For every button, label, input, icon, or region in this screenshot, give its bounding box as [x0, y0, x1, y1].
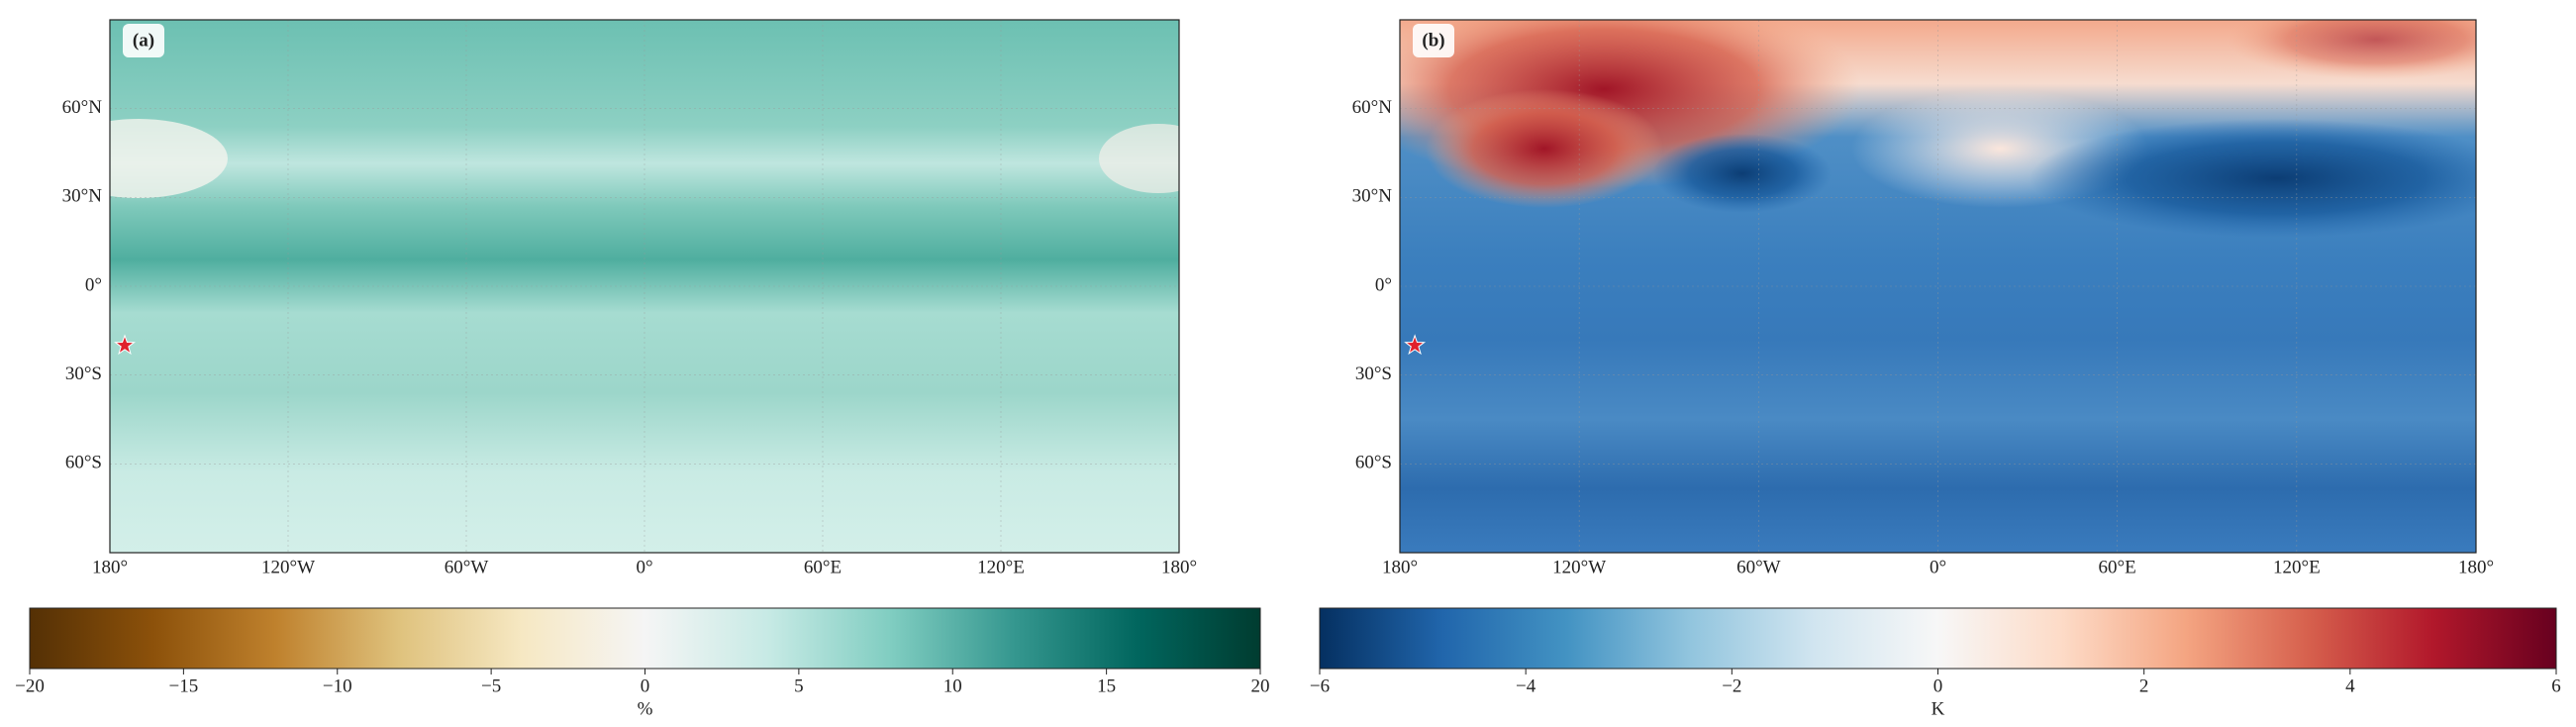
x-tick-label: 180° [2458, 557, 2494, 577]
colorbar-tick-label: 20 [1251, 675, 1270, 696]
x-tick-label: 60°W [1736, 557, 1781, 577]
colorbar-tick-label: −4 [1516, 675, 1536, 696]
x-tick-label: 120°W [1552, 557, 1606, 577]
y-tick-label: 60°N [62, 97, 103, 118]
colorbar-tick-label: −6 [1310, 675, 1330, 696]
colorbar [29, 607, 1261, 670]
colorbar-tick-label: 4 [2345, 675, 2355, 696]
colorbar-tick-label: −5 [481, 675, 501, 696]
colorbar-tick-label: 15 [1097, 675, 1116, 696]
colorbar-tick-label: −2 [1722, 675, 1741, 696]
x-tick-label: 120°E [2273, 557, 2321, 577]
colorbar-label: % [638, 698, 653, 719]
colorbar-tick-label: 0 [1933, 675, 1943, 696]
y-tick-label: 30°N [1352, 186, 1393, 207]
y-tick-label: 30°S [65, 364, 102, 384]
x-tick-label: 60°E [2099, 557, 2136, 577]
field [1400, 20, 2476, 553]
colorbar [1319, 607, 2557, 670]
x-tick-label: 60°W [445, 557, 489, 577]
x-tick-label: 180° [1161, 557, 1197, 577]
x-tick-label: 0° [636, 557, 652, 577]
x-tick-label: 180° [92, 557, 128, 577]
y-tick-label: 30°N [62, 186, 103, 207]
colorbar-tick-label: 0 [641, 675, 650, 696]
x-tick-label: 120°W [261, 557, 315, 577]
colorbar-tick-label: 6 [2551, 675, 2561, 696]
y-tick-label: 0° [1375, 274, 1392, 295]
colorbar-tick-label: −20 [15, 675, 45, 696]
panel-label-box [123, 24, 164, 57]
y-tick-label: 60°S [1355, 453, 1392, 473]
panel-label: (a) [133, 30, 154, 51]
y-tick-label: 0° [85, 274, 102, 295]
colorbar-label: K [1932, 698, 1945, 719]
site-marker [1404, 334, 1427, 356]
x-tick-label: 0° [1930, 557, 1946, 577]
colorbar-tick-label: −10 [323, 675, 352, 696]
colorbar-tick-label: −15 [169, 675, 199, 696]
colorbar-tick-label: 2 [2139, 675, 2149, 696]
x-tick-label: 180° [1382, 557, 1418, 577]
panel-label-box [1413, 24, 1454, 57]
x-tick-label: 60°E [804, 557, 842, 577]
colorbar-tick-label: 10 [943, 675, 962, 696]
map-frame [109, 19, 1180, 554]
site-marker [114, 334, 136, 356]
map-frame [1399, 19, 2477, 554]
colorbar-tick-label: 5 [794, 675, 804, 696]
y-tick-label: 30°S [1355, 364, 1392, 384]
y-tick-label: 60°N [1352, 97, 1393, 118]
y-tick-label: 60°S [65, 453, 102, 473]
x-tick-label: 120°E [977, 557, 1025, 577]
panel-label: (b) [1422, 30, 1444, 51]
